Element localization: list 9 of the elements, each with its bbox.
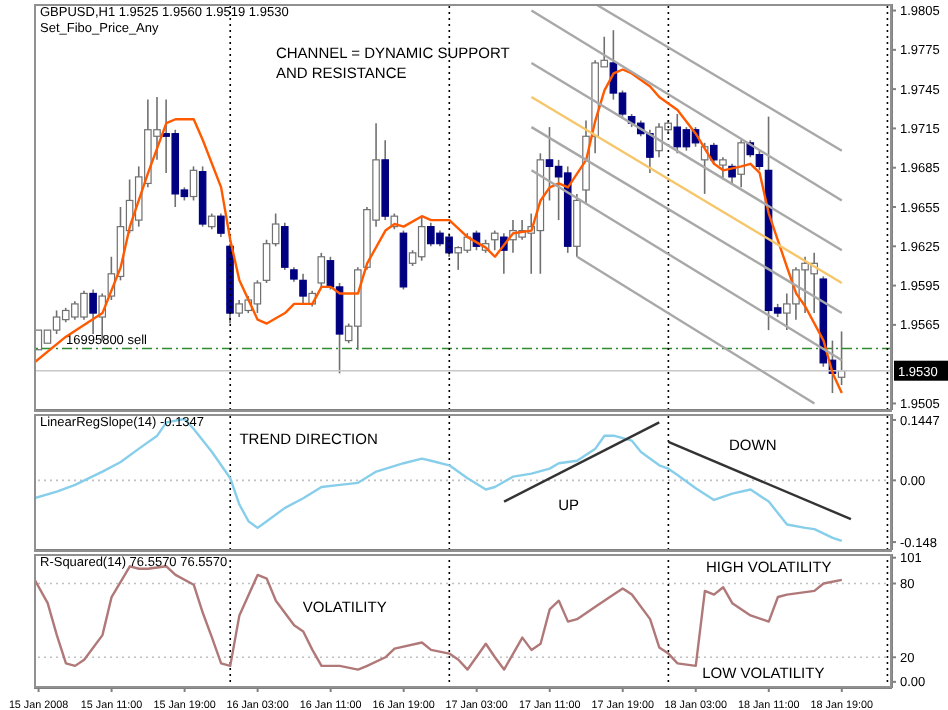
line-series (34, 565, 843, 671)
candlestick (737, 139, 745, 189)
candlestick (280, 221, 289, 271)
candlestick (417, 215, 426, 262)
candlestick (317, 252, 326, 288)
candlestick (490, 229, 499, 252)
candlestick (189, 165, 198, 202)
candlestick (573, 193, 581, 258)
candlestick (34, 329, 43, 351)
